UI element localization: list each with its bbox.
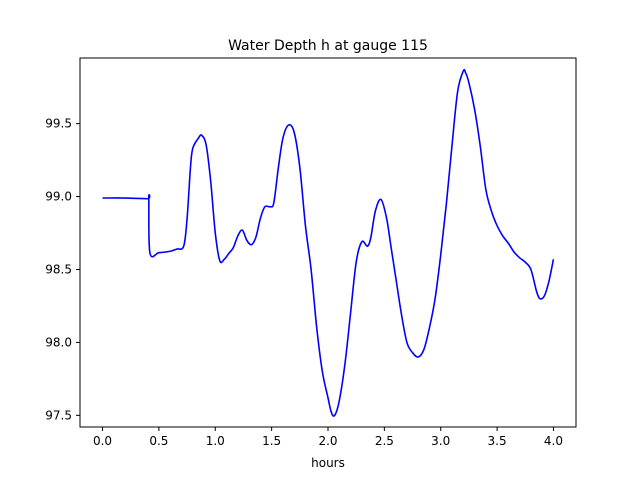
x-tick-label: 0.5 (149, 434, 168, 448)
x-tick-label: 4.0 (544, 434, 563, 448)
x-tick-label: 3.5 (488, 434, 507, 448)
y-tick-label: 99.5 (45, 117, 72, 131)
y-tick-label: 98.0 (45, 335, 72, 349)
series-group (102, 68, 555, 417)
water-depth-series-line (102, 68, 555, 417)
x-tick-label: 3.0 (431, 434, 450, 448)
x-axis-label: hours (311, 456, 345, 470)
y-tick-label: 99.0 (45, 190, 72, 204)
y-tick-label: 98.5 (45, 262, 72, 276)
x-tick-label: 2.0 (318, 434, 337, 448)
y-axis-ticks: 97.5 98.0 98.5 99.0 99.5 (45, 117, 80, 422)
chart-title: Water Depth h at gauge 115 (228, 38, 428, 54)
x-tick-label: 0.0 (93, 434, 112, 448)
x-tick-label: 1.5 (262, 434, 281, 448)
axes-frame (79, 57, 577, 428)
x-tick-label: 1.0 (206, 434, 225, 448)
y-tick-label: 97.5 (45, 408, 72, 422)
x-tick-label: 2.5 (375, 434, 394, 448)
x-axis-ticks: 0.0 0.5 1.0 1.5 2.0 2.5 3.0 3.5 4.0 (93, 427, 563, 448)
